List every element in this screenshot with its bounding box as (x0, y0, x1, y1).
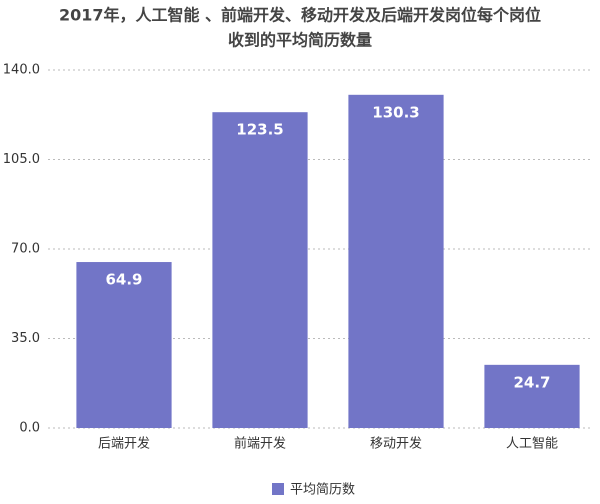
y-tick-label: 105.0 (3, 152, 40, 167)
y-tick-label: 35.0 (11, 331, 40, 346)
bar (348, 94, 444, 428)
value-label: 130.3 (372, 103, 419, 121)
x-tick-label: 人工智能 (506, 437, 558, 452)
x-tick-label: 后端开发 (98, 436, 150, 452)
chart-title: 收到的平均简历数量 (228, 31, 372, 50)
bar (212, 112, 308, 428)
legend-label: 平均简历数 (290, 482, 355, 498)
chart-title: 2017年，人工智能 、前端开发、移动开发及后端开发岗位每个岗位 (59, 6, 541, 25)
bar (76, 262, 172, 428)
value-label: 123.5 (236, 121, 283, 139)
x-tick-label: 移动开发 (370, 436, 422, 452)
y-tick-label: 140.0 (3, 63, 40, 78)
y-tick-label: 70.0 (11, 242, 40, 257)
value-label: 64.9 (105, 271, 142, 289)
bar (484, 364, 580, 428)
value-label: 24.7 (513, 373, 550, 391)
y-tick-label: 0.0 (19, 421, 40, 436)
x-tick-label: 前端开发 (234, 436, 286, 452)
legend-swatch (272, 483, 284, 495)
